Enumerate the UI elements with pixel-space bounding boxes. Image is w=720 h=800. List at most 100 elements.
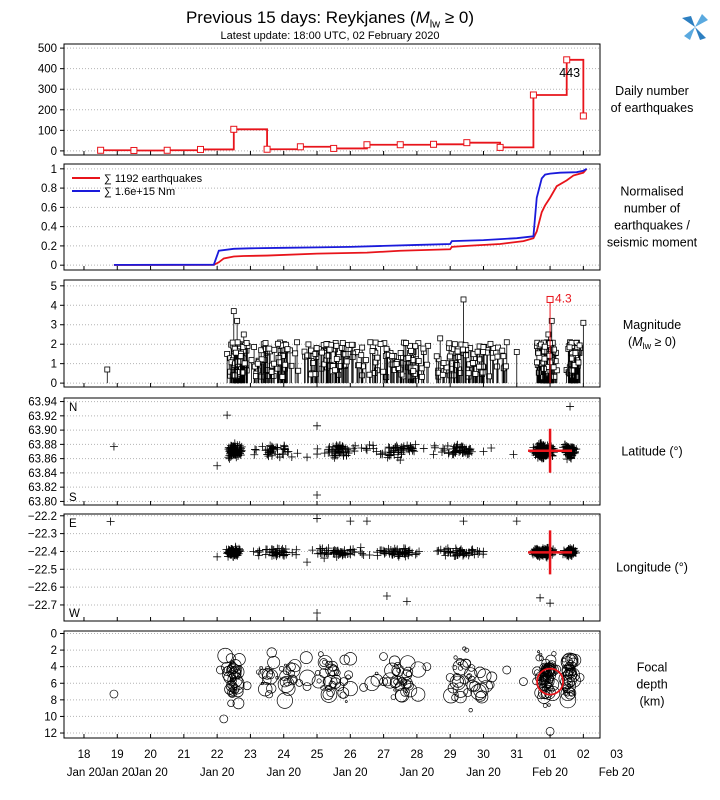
event-cross bbox=[313, 514, 322, 523]
depth-circle bbox=[468, 708, 473, 713]
daily-count-marker bbox=[563, 56, 571, 64]
event-cross bbox=[268, 547, 277, 556]
event-cross bbox=[230, 439, 239, 448]
event-cross bbox=[465, 445, 474, 454]
direction-label-top: N bbox=[69, 402, 77, 414]
largest-event-circle bbox=[536, 667, 564, 696]
depth-circle bbox=[466, 673, 473, 679]
event-cross bbox=[250, 450, 259, 459]
panel-label-line: (Mlw ≥ 0) bbox=[628, 335, 676, 351]
event-cross bbox=[402, 597, 411, 606]
magnitude-marker bbox=[418, 365, 425, 372]
depth-circle bbox=[384, 662, 400, 679]
depth-circle bbox=[474, 666, 486, 679]
magnitude-marker bbox=[472, 370, 479, 377]
event-cross bbox=[275, 549, 284, 558]
depth-circle bbox=[276, 692, 293, 709]
depth-circle bbox=[568, 689, 575, 697]
depth-circle bbox=[289, 676, 297, 684]
event-cross bbox=[287, 452, 296, 461]
depth-circle bbox=[268, 669, 274, 675]
magnitude-marker bbox=[403, 340, 409, 346]
daily-count-marker bbox=[463, 139, 471, 147]
event-cross bbox=[323, 550, 332, 559]
depth-circle bbox=[322, 689, 334, 701]
panel-label-line: number of bbox=[624, 202, 681, 216]
event-cross bbox=[369, 444, 378, 453]
event-cross bbox=[231, 549, 240, 558]
depth-circle bbox=[364, 675, 380, 691]
magnitude-marker bbox=[388, 361, 395, 368]
event-cross bbox=[448, 450, 457, 459]
event-cross bbox=[443, 441, 452, 450]
depth-circle bbox=[382, 677, 392, 687]
x-tick-label: 26 bbox=[344, 749, 357, 761]
event-cross bbox=[487, 443, 496, 452]
magnitude-marker bbox=[237, 353, 244, 359]
magnitude-marker bbox=[294, 339, 300, 346]
depth-circle bbox=[545, 727, 555, 736]
y-tick-label: 63.92 bbox=[28, 411, 57, 423]
daily-count-marker bbox=[130, 146, 138, 154]
event-cross bbox=[437, 448, 446, 457]
y-tick-label: 0 bbox=[51, 628, 57, 640]
event-cross bbox=[395, 550, 404, 559]
x-tick-sublabel: Jan 20 bbox=[133, 767, 168, 779]
magnitude-marker bbox=[551, 346, 557, 353]
daily-count-marker bbox=[529, 91, 537, 99]
magnitude-marker bbox=[234, 339, 241, 346]
panel-frame bbox=[63, 630, 601, 739]
depth-circle bbox=[359, 683, 368, 692]
magnitude-marker bbox=[282, 361, 289, 368]
event-cross bbox=[320, 449, 329, 458]
depth-circle bbox=[532, 677, 540, 686]
event-cross bbox=[320, 554, 329, 563]
magnitude-marker bbox=[415, 340, 422, 347]
depth-circle bbox=[345, 674, 351, 680]
event-cross bbox=[412, 549, 421, 558]
direction-label-bottom: W bbox=[69, 608, 80, 620]
x-tick-label: 23 bbox=[244, 749, 257, 761]
event-cross bbox=[362, 444, 371, 453]
magnitude-marker bbox=[541, 343, 548, 350]
magnitude-marker bbox=[454, 348, 461, 355]
depth-circle bbox=[464, 647, 470, 653]
depth-circle bbox=[546, 678, 560, 692]
event-cross bbox=[392, 441, 401, 450]
magnitude-marker bbox=[463, 352, 469, 359]
event-cross bbox=[457, 545, 466, 554]
depth-circle bbox=[327, 660, 338, 672]
event-cross bbox=[252, 446, 261, 455]
depth-circle bbox=[395, 689, 408, 703]
depth-circle bbox=[405, 671, 412, 678]
event-cross bbox=[350, 447, 359, 456]
event-cross bbox=[356, 543, 365, 552]
legend-entry: ∑ 1.6e+15 Nm bbox=[104, 186, 175, 198]
event-cross bbox=[566, 402, 575, 411]
y-tick-label: 63.84 bbox=[28, 468, 57, 480]
depth-circle bbox=[267, 655, 281, 669]
magnitude-marker bbox=[551, 373, 558, 380]
depth-circle bbox=[466, 679, 479, 692]
depth-circle bbox=[477, 668, 492, 683]
depth-circle bbox=[258, 682, 273, 697]
event-cross bbox=[237, 442, 246, 451]
depth-circle bbox=[299, 651, 313, 665]
x-tick-label: 27 bbox=[377, 749, 390, 761]
magnitude-marker bbox=[326, 346, 333, 353]
panel-daily: 0 100 200 300 400 500 Daily number of earthquak… bbox=[38, 43, 694, 158]
event-cross bbox=[362, 517, 371, 526]
event-cross bbox=[346, 517, 355, 526]
event-cross bbox=[264, 448, 273, 457]
magnitude-marker bbox=[279, 374, 286, 380]
depth-circle bbox=[447, 682, 459, 694]
depth-circle bbox=[288, 659, 302, 673]
magnitude-marker bbox=[323, 341, 330, 348]
panel-label-line: (km) bbox=[640, 695, 665, 709]
depth-circle bbox=[326, 688, 335, 697]
event-cross bbox=[264, 450, 273, 459]
depth-circle bbox=[392, 667, 401, 676]
event-cross bbox=[430, 441, 439, 450]
event-cross bbox=[460, 549, 469, 558]
event-cross bbox=[365, 440, 374, 449]
